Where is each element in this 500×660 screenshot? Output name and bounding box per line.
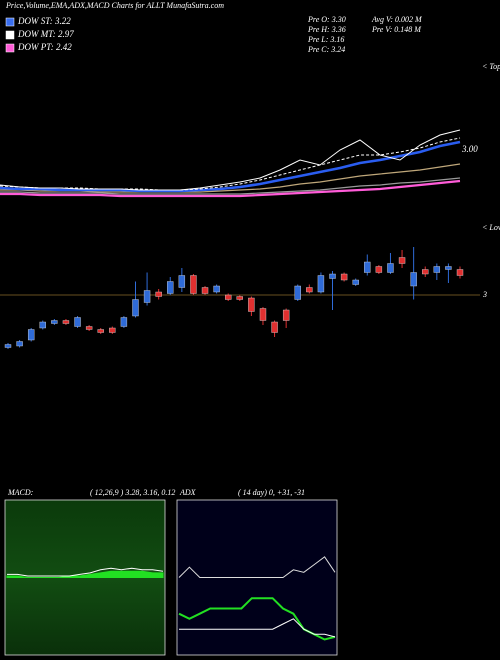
candle-body (120, 317, 128, 327)
page-title: Price,Volume,EMA,ADX,MACD Charts for ALL… (5, 1, 224, 10)
candle-body (410, 272, 417, 287)
candle-body (167, 281, 174, 294)
stat: Pre H: 3.36 (307, 25, 346, 34)
candle-body (27, 329, 35, 341)
stat: Pre V: 0.148 M (371, 25, 422, 34)
candle-body (97, 329, 104, 333)
macd-subtitle: ( 12,26,9 ) 3.28, 3.16, 0.12 (90, 488, 175, 497)
adx-title: ADX (179, 488, 197, 497)
line (179, 618, 336, 638)
candle-body (143, 290, 151, 303)
stat: Pre O: 3.30 (307, 15, 346, 24)
legend-swatch (5, 43, 15, 53)
candle-body (375, 266, 383, 273)
y-tick-label: 3 (482, 290, 487, 299)
candle-body (422, 269, 429, 275)
legend-swatch (5, 30, 15, 40)
candle-body (190, 275, 197, 294)
candle-body (155, 291, 162, 297)
line (7, 567, 164, 577)
legend-label: DOW PT: 2.42 (17, 42, 72, 52)
candle-body (74, 317, 81, 327)
candle-body (132, 299, 139, 317)
candle-body (16, 341, 23, 347)
candle-body (213, 285, 220, 293)
legend-label: DOW ST: 3.22 (17, 16, 71, 26)
candle-body (4, 344, 12, 348)
candle-body (236, 296, 243, 300)
lows-label: < Lows (482, 223, 500, 232)
candle-body (271, 321, 278, 333)
adx-subtitle: ( 14 day) 0, +31, -31 (238, 488, 305, 497)
line (0, 177, 461, 195)
candle-body (352, 279, 359, 285)
macd-title: MACD: (7, 488, 34, 497)
candle-body (178, 275, 186, 288)
legend-label: DOW MT: 2.97 (17, 29, 74, 39)
candle-body (85, 326, 93, 330)
line (0, 179, 461, 198)
candle-body (456, 269, 464, 276)
candle-body (317, 275, 325, 293)
stat: Pre C: 3.24 (307, 45, 345, 54)
stat: Pre L: 3.16 (307, 35, 344, 44)
candle-body (225, 294, 232, 300)
candle-body (329, 273, 336, 279)
candle-body (306, 287, 313, 293)
line (0, 140, 461, 193)
candle-body (282, 309, 290, 321)
candle-body (364, 261, 371, 273)
candle-body (340, 273, 348, 281)
legend-swatch (5, 17, 15, 27)
line (178, 556, 336, 578)
candle-body (387, 263, 394, 273)
tops-label: < Tops (482, 62, 500, 71)
candle-body (294, 285, 301, 300)
candle-body (398, 257, 406, 264)
candle-body (248, 297, 255, 312)
y-tick-label: 3.00 (461, 144, 478, 154)
candle-body (259, 308, 267, 321)
candle-body (109, 327, 116, 333)
candle-body (62, 320, 70, 324)
candle-body (445, 266, 452, 270)
line (0, 137, 461, 191)
candle-body (433, 266, 441, 273)
line (0, 129, 461, 191)
stat: Avg V: 0.002 M (371, 15, 423, 24)
candle-body (51, 320, 58, 324)
candle-body (201, 287, 209, 294)
area (6, 570, 164, 578)
candle-body (39, 321, 46, 329)
